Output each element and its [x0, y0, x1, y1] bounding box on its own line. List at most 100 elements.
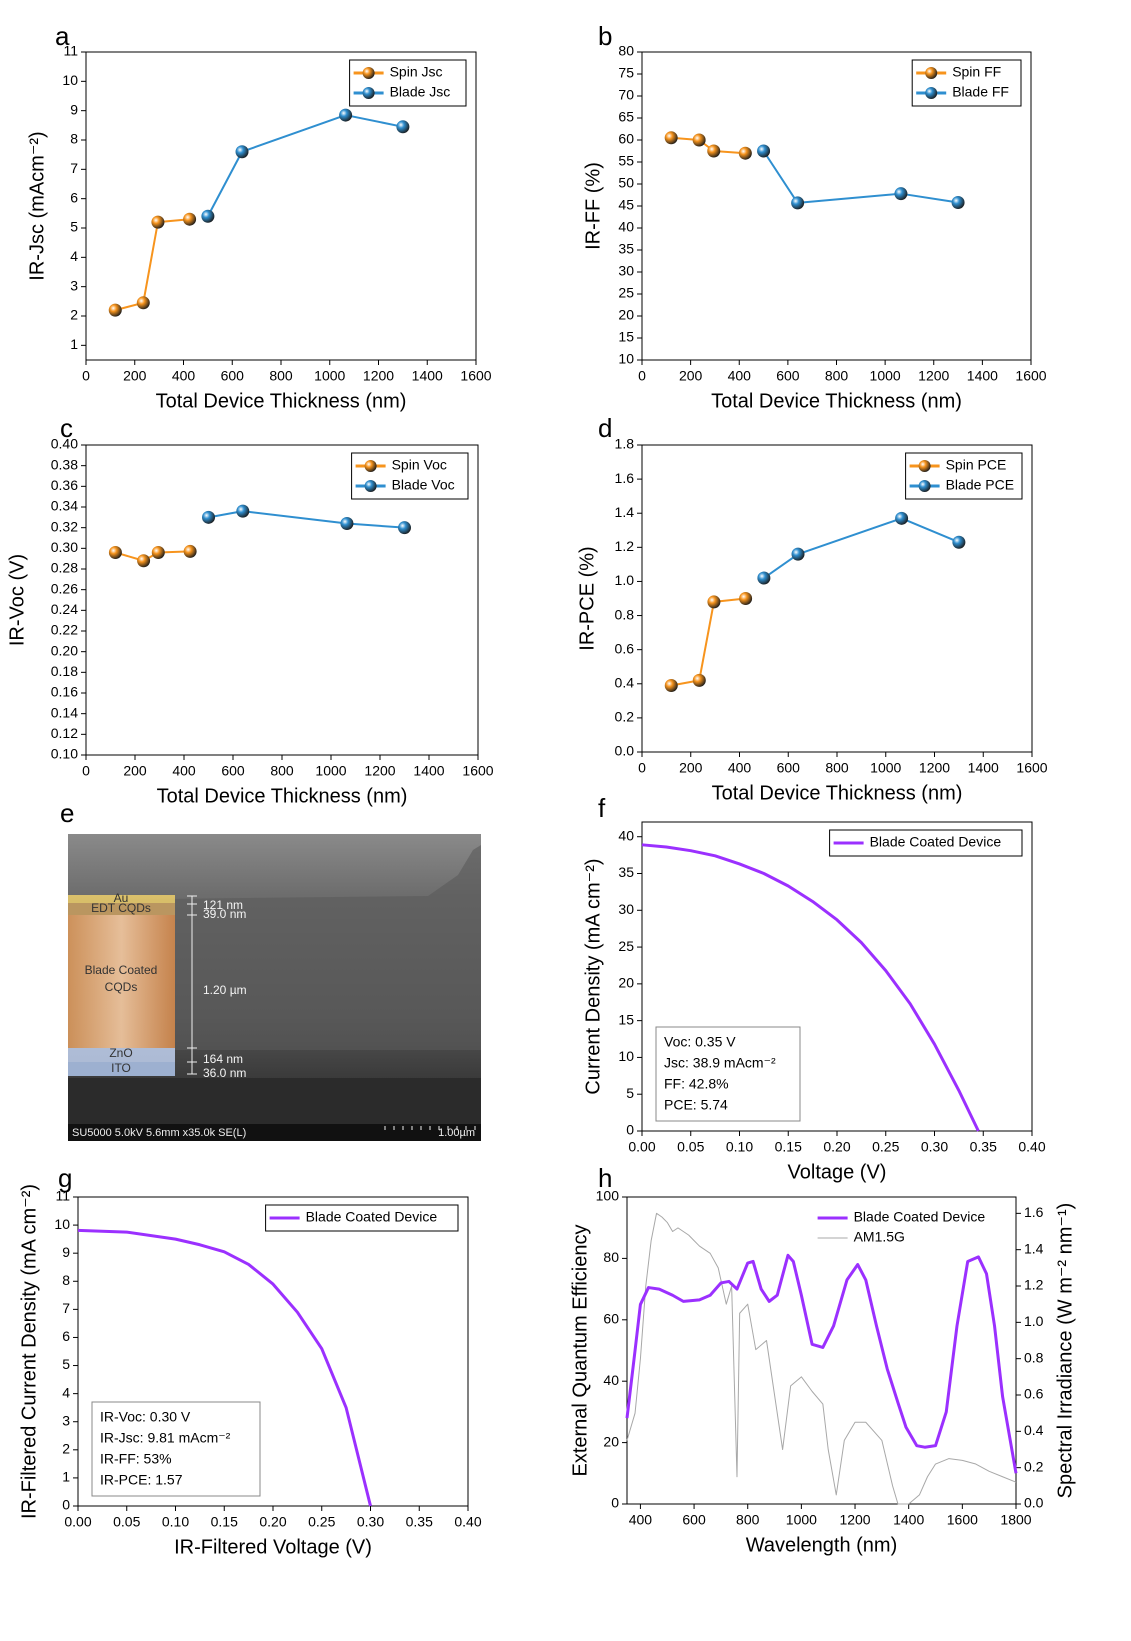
annotation-text: IR-Jsc: 9.81 mAcm⁻²	[100, 1430, 231, 1446]
legend-marker	[364, 480, 377, 492]
x-tick-label: 1200	[919, 760, 950, 776]
measurement-label: 36.0 nm	[203, 1066, 246, 1080]
x-tick-label: 0	[82, 368, 90, 384]
legend-marker	[362, 67, 375, 79]
series-line	[625, 1253, 1018, 1474]
y-axis-title: Current Density (mA cm⁻²)	[582, 858, 604, 1094]
y-tick-label: 60	[618, 131, 634, 147]
annotation-text: IR-FF: 53%	[100, 1451, 172, 1467]
y2-tick-label: 1.0	[1024, 1313, 1044, 1329]
x-tick-label: 1600	[460, 368, 491, 384]
y-tick-label: 0.38	[51, 456, 78, 472]
y-tick-label: 15	[618, 1011, 634, 1027]
annotation-box	[91, 1401, 261, 1497]
sem-footer-bar	[68, 1124, 481, 1141]
legend-marker	[918, 460, 931, 472]
x-tick-label: 0.00	[628, 1139, 655, 1155]
x-tick-label: 1800	[1000, 1512, 1031, 1528]
y-tick-label: 40	[603, 1372, 619, 1388]
x-axis-title: Wavelength (nm)	[746, 1534, 898, 1556]
x-tick-label: 1400	[967, 368, 998, 384]
panel-label: c	[60, 413, 73, 443]
y-tick-label: 0.6	[615, 640, 635, 656]
annotation-text: Jsc: 38.9 mAcm⁻²	[664, 1055, 776, 1071]
data-point	[151, 215, 165, 229]
x-tick-label: 0	[638, 368, 646, 384]
data-point	[136, 296, 150, 310]
data-point	[791, 196, 805, 210]
x-tick-label: 800	[825, 760, 849, 776]
x-axis-title: Total Device Thickness (nm)	[711, 390, 962, 412]
x-tick-label: 600	[776, 368, 800, 384]
y-tick-label: 20	[618, 307, 634, 323]
y-tick-label: 0	[626, 1122, 634, 1138]
y-tick-label: 0.4	[615, 674, 635, 690]
layer-zno	[68, 1048, 175, 1062]
plot-frame	[626, 1196, 1017, 1505]
y-tick-label: 0.0	[615, 743, 635, 759]
data-point	[339, 108, 353, 122]
x-tick-label: 0.00	[64, 1514, 91, 1530]
y-tick-label: 11	[55, 1188, 70, 1204]
y-tick-label: 1.4	[615, 504, 635, 520]
data-point	[398, 521, 411, 535]
y2-tick-label: 1.6	[1024, 1204, 1044, 1220]
x-tick-label: 1200	[364, 763, 395, 779]
x-tick-label: 0.15	[775, 1139, 802, 1155]
data-point	[757, 571, 771, 585]
legend-label: Blade Coated Device	[870, 834, 1002, 850]
y-tick-label: 70	[618, 87, 634, 103]
legend-label: Blade Coated Device	[854, 1209, 986, 1225]
panel-label: g	[58, 1163, 72, 1193]
x-tick-label: 400	[728, 760, 752, 776]
y-tick-label: 3	[70, 277, 78, 293]
data-point	[201, 209, 215, 223]
y-tick-label: 6	[62, 1328, 70, 1344]
y-tick-label: 11	[63, 43, 78, 59]
x-tick-label: 200	[123, 763, 147, 779]
legend-label: Spin Voc	[392, 457, 447, 473]
series-line	[626, 1212, 1017, 1505]
data-point	[664, 131, 678, 145]
legend-marker	[925, 87, 938, 99]
data-point	[183, 544, 197, 558]
y-tick-label: 0.2	[615, 709, 635, 725]
x-tick-label: 0.10	[726, 1139, 753, 1155]
legend-label: Blade Jsc	[390, 84, 451, 100]
y-tick-label: 0.26	[51, 580, 78, 596]
x-axis-title: IR-Filtered Voltage (V)	[174, 1536, 372, 1558]
data-point	[108, 303, 122, 317]
legend-label: Spin PCE	[946, 457, 1007, 473]
x-tick-label: 1400	[412, 368, 443, 384]
x-tick-label: 1000	[870, 368, 901, 384]
x-tick-label: 200	[679, 760, 703, 776]
x-tick-label: 0.35	[970, 1139, 997, 1155]
legend-marker	[364, 460, 377, 472]
x-tick-label: 0.15	[211, 1514, 238, 1530]
annotation-text: PCE: 5.74	[664, 1097, 728, 1113]
y-tick-label: 9	[70, 101, 78, 117]
x-tick-label: 600	[221, 763, 245, 779]
y-tick-label: 0.36	[51, 477, 78, 493]
y-tick-label: 0	[611, 1495, 619, 1511]
y2-tick-label: 0.0	[1024, 1495, 1044, 1511]
annotation-text: Voc: 0.35 V	[664, 1034, 736, 1050]
y2-tick-label: 0.2	[1024, 1458, 1044, 1474]
series-line	[114, 218, 190, 312]
y-tick-label: 6	[70, 189, 78, 205]
y-tick-label: 8	[70, 131, 78, 147]
x-tick-label: 0.20	[259, 1514, 286, 1530]
annotation-box	[655, 1026, 801, 1122]
y-tick-label: 0.14	[51, 704, 78, 720]
y-tick-label: 80	[618, 43, 634, 59]
y2-tick-label: 1.2	[1024, 1277, 1044, 1293]
data-point	[137, 554, 151, 568]
data-point	[235, 145, 249, 159]
layer-label: CQDs	[105, 980, 138, 994]
y-axis-title: IR-Filtered Current Density (mA cm⁻²)	[18, 1184, 40, 1519]
layer-edt	[68, 903, 175, 915]
data-point	[396, 120, 410, 134]
layer-ito	[68, 1062, 175, 1076]
y-tick-label: 40	[618, 219, 634, 235]
x-tick-label: 0.25	[872, 1139, 899, 1155]
